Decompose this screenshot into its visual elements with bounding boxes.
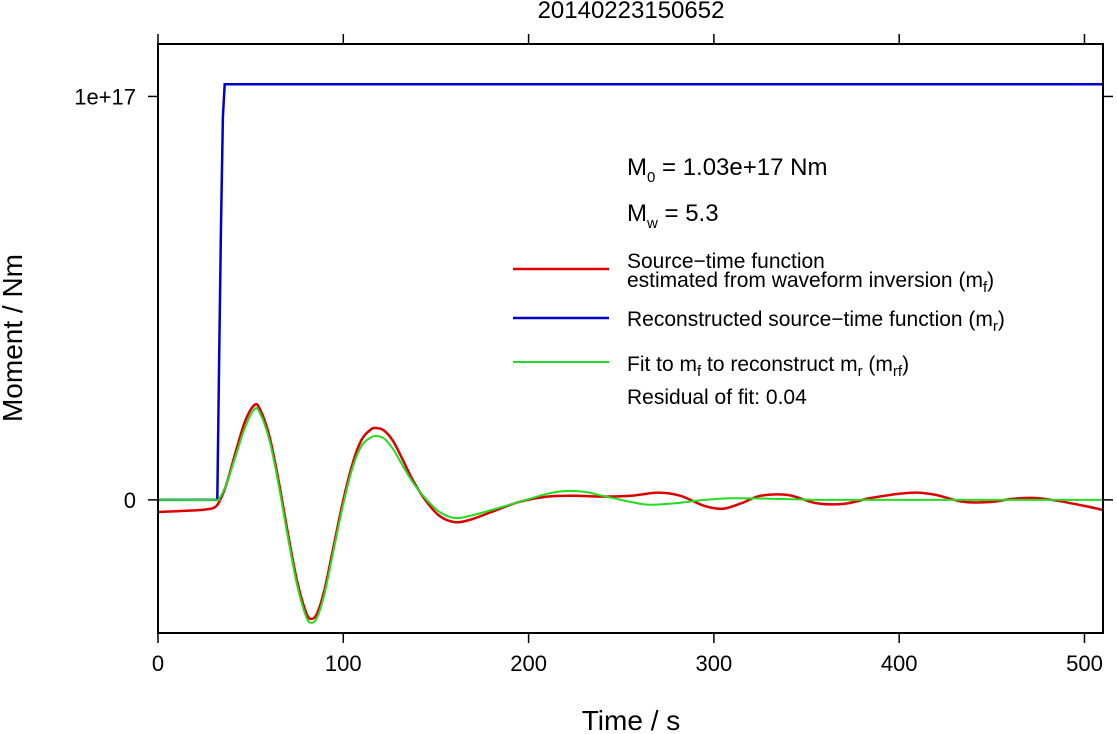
x-tick-label: 400 <box>881 651 918 676</box>
axes-layer: 0 100 200 300 400 500 0 1e+17 <box>74 34 1113 676</box>
y-axis-label: Moment / Nm <box>0 254 28 422</box>
series-line-fit <box>157 406 1103 624</box>
series-line-source <box>157 402 1104 621</box>
residual-annotation: Residual of fit: 0.04 <box>627 386 807 409</box>
x-axis-label: Time / s <box>582 705 681 734</box>
legend-label-source-line1: Source−time function <box>627 250 825 273</box>
legend-label-reconstructed: Reconstructed source−time function (mr) <box>627 308 1005 335</box>
x-tick-label: 500 <box>1066 651 1103 676</box>
legend: Source−time function estimated from wave… <box>513 250 1005 409</box>
x-tick-label: 300 <box>696 651 733 676</box>
x-tick-label: 200 <box>510 651 547 676</box>
legend-label-fit: Fit to mf to reconstruct mr (mrf) <box>627 353 909 380</box>
plot-frame <box>157 43 1104 634</box>
y-tick-label: 0 <box>124 488 136 513</box>
x-tick-label: 100 <box>325 651 362 676</box>
y-tick-label: 1e+17 <box>74 84 136 109</box>
chart-title: 20140223150652 <box>538 0 725 24</box>
m0-annotation: M0 = 1.03e+17 Nm <box>627 154 827 186</box>
mw-annotation: Mw = 5.3 <box>627 200 719 232</box>
x-tick-label: 0 <box>152 651 164 676</box>
legend-label-source-line2: estimated from waveform inversion (mf) <box>627 269 994 296</box>
series-layer <box>157 83 1104 624</box>
series-line-reconstructed <box>158 83 1103 502</box>
